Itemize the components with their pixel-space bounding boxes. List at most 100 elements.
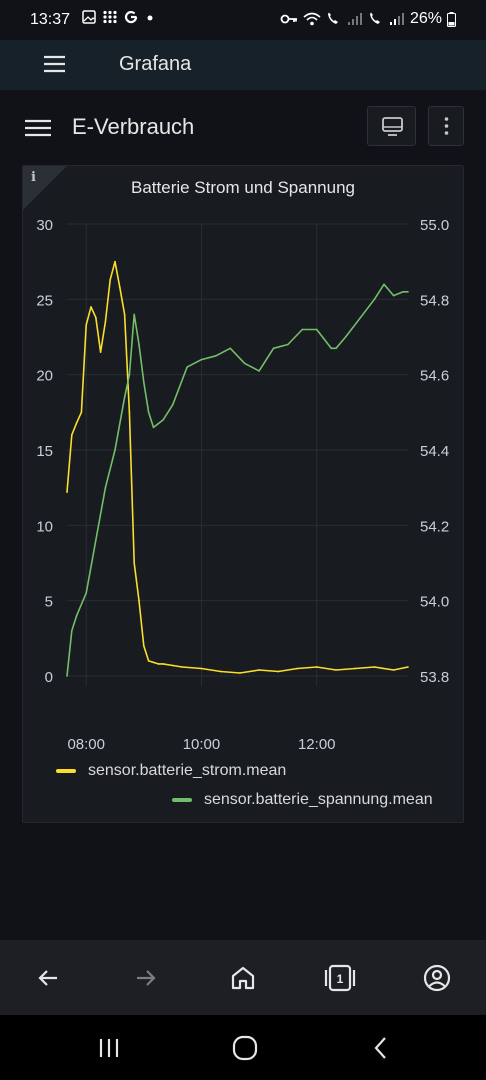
- series-1-point: [85, 592, 88, 594]
- series-1-point: [215, 355, 217, 357]
- series-0-point: [335, 669, 337, 671]
- battery-icon: [447, 11, 456, 27]
- series-1-point: [75, 614, 78, 617]
- series-1-point: [152, 426, 155, 429]
- grid-dots-icon: [103, 10, 117, 24]
- series-0-point: [157, 663, 160, 665]
- series-1-point: [128, 373, 131, 376]
- status-right-icons: 26%: [280, 10, 456, 28]
- series-1-point: [123, 396, 126, 399]
- recents-button[interactable]: [89, 1033, 129, 1063]
- series-0-point: [296, 667, 299, 670]
- recents-icon: [99, 1039, 119, 1057]
- y-left-tick-label: 10: [36, 518, 53, 535]
- series-0-point: [147, 660, 150, 662]
- series-1-point: [157, 422, 160, 425]
- app-title: Grafana: [119, 53, 192, 75]
- series-1-point: [133, 313, 136, 316]
- chart-panel: 0 5 10 15 20 25 30 53.8 54.0 54.2 54.4 54.6 54.8 55.0…: [22, 165, 464, 823]
- y-right-tick-label: 55.0: [420, 217, 449, 234]
- status-time: 13:37: [30, 11, 71, 28]
- series-1-point: [383, 283, 385, 286]
- series-line-1: [66, 283, 408, 677]
- back-chevron-icon: [374, 1037, 386, 1059]
- series-0-point: [123, 313, 126, 316]
- series-1-point: [200, 358, 203, 361]
- status-left-icons: [82, 10, 156, 24]
- tabs-count: 1: [337, 972, 344, 986]
- chart-svg: 0 5 10 15 20 25 30 53.8 54.0 54.2 54.4 54.6 54.8 55.0…: [36, 217, 449, 753]
- dashboard-menu-icon[interactable]: [25, 119, 51, 137]
- y-right-tick-label: 54.8: [420, 292, 449, 309]
- info-icon[interactable]: i: [31, 170, 36, 185]
- forward-arrow-icon: [137, 970, 156, 986]
- y-left-tick-label: 25: [36, 292, 53, 309]
- y-left-tick-label: 5: [45, 594, 53, 611]
- system-back-button[interactable]: [361, 1033, 401, 1063]
- tv-mode-icon: [382, 117, 403, 136]
- series-1-point: [344, 336, 347, 338]
- series-0-point: [152, 661, 155, 664]
- status-bar: 13:37 26%: [0, 0, 486, 40]
- info-corner[interactable]: [23, 166, 67, 210]
- series-0-point: [138, 599, 140, 602]
- series-1-point: [402, 291, 404, 293]
- series-0-point: [239, 672, 241, 674]
- series-0-point: [315, 666, 318, 668]
- account-button[interactable]: [419, 960, 455, 996]
- google-g-icon: [124, 10, 138, 24]
- home-icon: [231, 966, 255, 990]
- series-1-point: [301, 328, 304, 331]
- system-nav-bar: [0, 1015, 486, 1080]
- dot-icon: [147, 15, 153, 21]
- series-1-point: [186, 366, 188, 368]
- home-button[interactable]: [225, 960, 261, 996]
- series-0-point: [75, 422, 78, 424]
- series-1-point: [243, 362, 246, 365]
- series-0-point: [407, 666, 409, 668]
- legend-label-spannung: sensor.batterie_spannung.mean: [204, 791, 433, 808]
- series-1-point: [315, 328, 318, 331]
- call-2-icon: [369, 12, 380, 24]
- image-icon: [82, 10, 96, 24]
- account-icon: [423, 964, 451, 992]
- series-0-point: [133, 562, 136, 564]
- legend-swatch-strom: [56, 769, 76, 773]
- x-tick-label: 08:00: [67, 736, 105, 753]
- x-tick-label: 10:00: [183, 736, 221, 753]
- series-0-point: [162, 663, 164, 665]
- dashboard-header: E-Verbrauch: [0, 90, 486, 165]
- series-1-point: [330, 347, 332, 350]
- tabs-button[interactable]: 1: [322, 960, 358, 996]
- home-circle-icon: [232, 1035, 258, 1061]
- legend-item-strom[interactable]: sensor.batterie_strom.mean: [56, 762, 286, 780]
- series-0-point: [114, 260, 116, 263]
- tv-mode-button[interactable]: [367, 106, 416, 146]
- forward-button[interactable]: [128, 960, 164, 996]
- wifi-icon: [303, 12, 321, 26]
- series-0-point: [258, 669, 260, 671]
- legend-item-spannung[interactable]: sensor.batterie_spannung.mean: [172, 791, 433, 809]
- series-0-point: [181, 666, 184, 668]
- panel-title[interactable]: Batterie Strom und Spannung: [131, 178, 355, 197]
- y-right-tick-label: 54.2: [420, 518, 449, 535]
- back-button[interactable]: [30, 960, 66, 996]
- y-left-tick-label: 15: [36, 443, 53, 460]
- browser-nav-bar: 1: [0, 940, 486, 1015]
- system-home-button[interactable]: [225, 1033, 265, 1063]
- tabs-icon: 1: [324, 964, 356, 992]
- legend-label-strom: sensor.batterie_strom.mean: [88, 762, 287, 779]
- series-0-point: [66, 491, 68, 493]
- series-0-point: [277, 670, 280, 673]
- series-0-point: [200, 667, 203, 670]
- hamburger-menu-icon[interactable]: [44, 55, 66, 73]
- series-1-point: [287, 343, 289, 346]
- series-1-point: [143, 381, 145, 383]
- series-0-point: [85, 324, 88, 326]
- y-left-tick-label: 0: [45, 669, 53, 686]
- more-options-button[interactable]: [428, 106, 464, 146]
- series-1-point: [272, 347, 275, 350]
- series-0-point: [71, 434, 73, 436]
- series-1-point: [147, 411, 150, 414]
- series-1-point: [71, 630, 73, 632]
